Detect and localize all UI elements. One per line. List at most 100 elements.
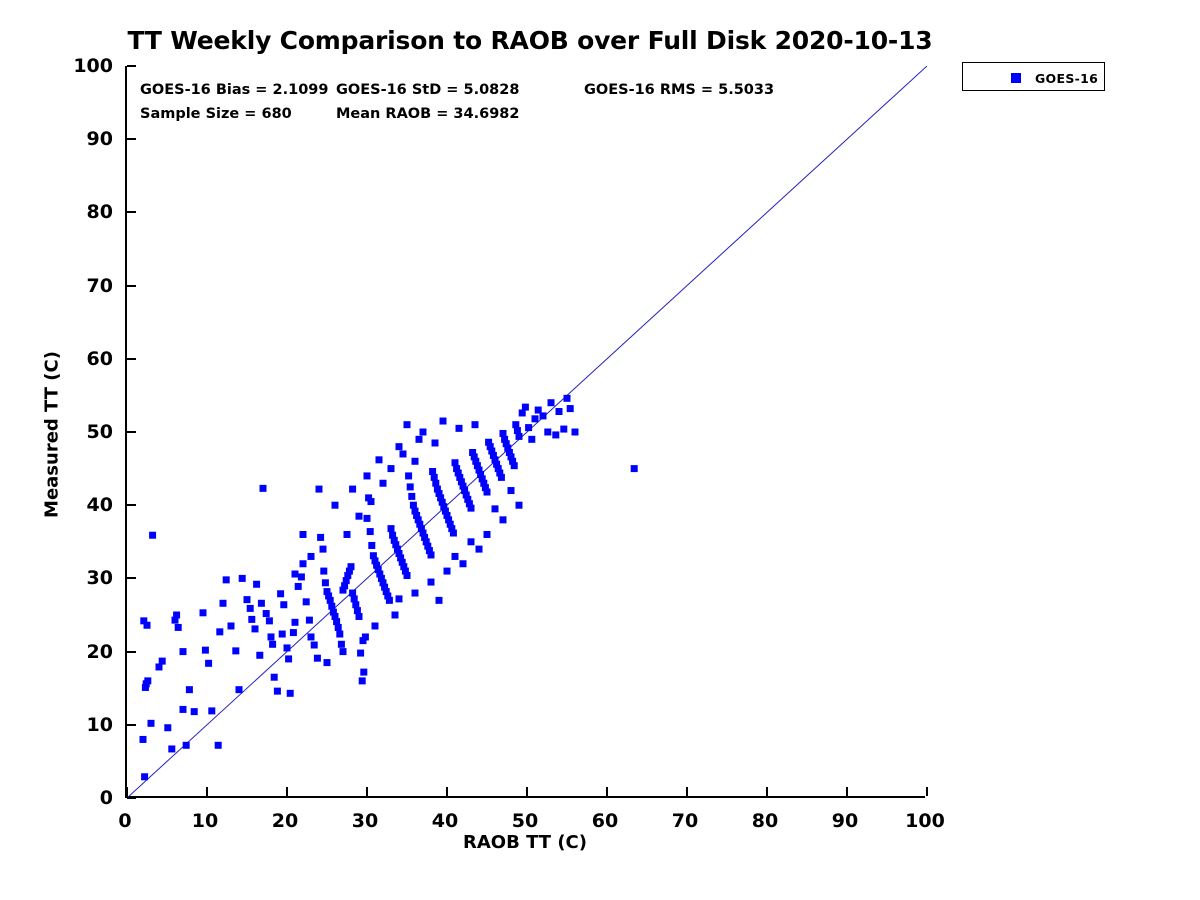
scatter-point	[419, 428, 427, 436]
scatter-point	[563, 394, 571, 402]
scatter-point	[371, 557, 379, 565]
one-to-one-line-path	[127, 66, 927, 798]
scatter-point	[395, 443, 403, 451]
scatter-point	[336, 630, 344, 638]
scatter-point	[525, 424, 533, 432]
scatter-point	[352, 601, 360, 609]
y-tick-label: 80	[86, 201, 113, 224]
scatter-point	[251, 625, 259, 633]
scatter-point	[349, 485, 357, 493]
scatter-point	[451, 459, 459, 467]
scatter-point	[227, 622, 235, 630]
scatter-point	[518, 409, 526, 417]
scatter-point	[493, 460, 501, 468]
scatter-point	[365, 494, 373, 502]
scatter-point	[329, 608, 337, 616]
scatter-point	[462, 491, 470, 499]
x-tick-label: 30	[351, 810, 379, 832]
scatter-point	[328, 602, 336, 610]
scatter-point	[376, 570, 384, 578]
one-to-one-line	[127, 66, 927, 798]
scatter-point	[491, 505, 499, 513]
scatter-point	[470, 453, 478, 461]
scatter-point	[216, 628, 224, 636]
scatter-point	[406, 483, 414, 491]
scatter-point	[277, 590, 285, 598]
scatter-point	[369, 552, 377, 560]
scatter-point	[395, 550, 403, 558]
scatter-point	[374, 566, 382, 574]
scatter-point	[143, 621, 151, 629]
scatter-point	[349, 589, 357, 597]
scatter-point	[387, 465, 395, 473]
scatter-point	[382, 588, 390, 596]
scatter-point	[235, 686, 243, 694]
scatter-point	[289, 629, 297, 637]
scatter-point	[248, 615, 256, 623]
scatter-point	[505, 448, 513, 456]
scatter-point	[343, 530, 351, 538]
x-tick-mark	[526, 787, 528, 796]
scatter-point	[174, 623, 182, 631]
y-tick-label: 0	[99, 787, 113, 809]
scatter-point	[552, 431, 560, 439]
scatter-point	[164, 724, 172, 732]
y-tick-mark	[127, 797, 136, 799]
scatter-point	[182, 741, 190, 749]
y-tick-label: 20	[86, 640, 113, 663]
scatter-point	[467, 538, 475, 546]
scatter-point	[357, 649, 365, 657]
scatter-point	[302, 598, 310, 606]
scatter-point	[459, 482, 467, 490]
scatter-point	[280, 601, 288, 609]
scatter-point	[334, 623, 342, 631]
scatter-point	[430, 473, 438, 481]
scatter-point	[168, 745, 176, 753]
x-tick-mark	[206, 787, 208, 796]
scatter-point	[547, 399, 555, 407]
scatter-point	[320, 567, 328, 575]
scatter-point	[291, 618, 299, 626]
scatter-point	[297, 573, 305, 581]
scatter-point	[149, 531, 157, 539]
scatter-point	[427, 578, 435, 586]
scatter-point	[353, 607, 361, 615]
y-tick-mark	[127, 357, 136, 360]
scatter-point	[399, 450, 407, 458]
scatter-point	[360, 668, 368, 676]
scatter-point	[521, 403, 529, 411]
y-tick-label: 40	[86, 494, 113, 517]
scatter-point	[443, 567, 451, 575]
scatter-point	[448, 525, 456, 533]
scatter-point	[347, 563, 355, 571]
scatter-point	[291, 570, 299, 578]
scatter-point	[501, 435, 509, 443]
y-axis-title: Measured TT (C)	[41, 351, 63, 518]
scatter-point	[253, 580, 261, 588]
scatter-point	[337, 640, 345, 648]
scatter-point	[147, 719, 155, 727]
scatter-point	[454, 469, 462, 477]
plot-area	[125, 65, 928, 799]
scatter-point	[238, 574, 246, 582]
scatter-point	[326, 596, 334, 604]
scatter-point	[179, 705, 187, 713]
scatter-point	[411, 589, 419, 597]
scatter-point	[445, 516, 453, 524]
scatter-point	[471, 421, 479, 429]
scatter-point	[446, 520, 454, 528]
y-tick-mark	[127, 577, 136, 580]
scatter-point	[433, 485, 441, 493]
scatter-point	[496, 469, 504, 477]
scatter-point	[363, 472, 371, 480]
scatter-point	[403, 421, 411, 429]
scatter-point	[419, 529, 427, 537]
scatter-point	[566, 405, 574, 413]
scatter-point	[489, 451, 497, 459]
scatter-point	[491, 456, 499, 464]
scatter-point	[392, 541, 400, 549]
scatter-point	[368, 541, 376, 549]
scatter-point	[456, 473, 464, 481]
scatter-point	[355, 512, 363, 520]
scatter-point	[485, 438, 493, 446]
